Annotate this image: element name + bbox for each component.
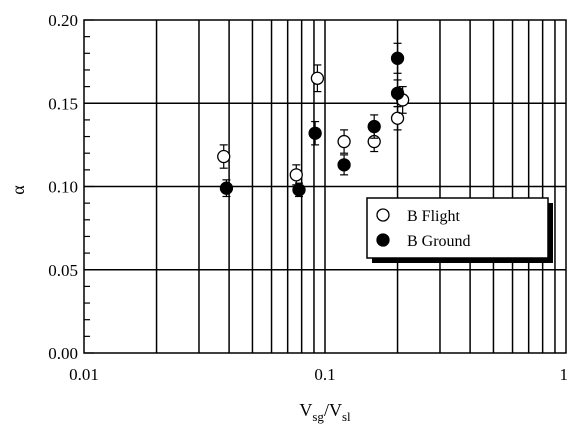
plot-frame — [83, 19, 567, 354]
y-tick-label: 0.05 — [48, 261, 78, 280]
data-point — [390, 111, 405, 125]
x-tick-label: 0.01 — [69, 365, 99, 384]
y-axis-label: α — [8, 185, 28, 195]
minor-ticks — [84, 19, 94, 354]
data-point — [217, 149, 231, 164]
data-point — [308, 126, 322, 140]
x-tick-label: 0.1 — [314, 365, 335, 384]
legend-label-flight: B Flight — [407, 208, 460, 225]
legend: B Flight B Ground — [366, 197, 553, 263]
series-ground — [219, 42, 405, 198]
y-tick-label: 0.15 — [48, 94, 78, 113]
data-point — [390, 51, 405, 65]
x-tick-label: 1 — [560, 365, 568, 384]
legend-box — [366, 197, 549, 259]
data-point — [337, 158, 351, 172]
y-tick-label: 0.00 — [48, 344, 78, 363]
data-point — [337, 134, 351, 149]
x-axis-label-sep: /V — [324, 400, 342, 420]
x-axis-label: Vsg/Vsl — [299, 400, 351, 424]
grid — [84, 20, 566, 353]
x-axis-label-sub2: sl — [342, 409, 351, 424]
data-point — [219, 181, 234, 195]
data-point — [367, 119, 381, 134]
data-point — [390, 86, 405, 100]
x-axis-label-sub1: sg — [312, 409, 324, 424]
legend-marker-ground — [376, 233, 390, 247]
x-tick-labels: 0.01 0.1 1 — [69, 365, 568, 384]
data-point — [289, 168, 303, 182]
data-point — [310, 71, 325, 85]
y-tick-label: 0.20 — [48, 11, 78, 30]
series-layer — [217, 42, 410, 198]
y-tick-label: 0.10 — [48, 178, 78, 197]
data-point — [292, 183, 306, 197]
x-axis-label-v1: V — [299, 400, 312, 420]
legend-label-ground: B Ground — [407, 233, 471, 250]
legend-marker-flight — [376, 208, 390, 222]
y-tick-labels: 0.00 0.05 0.10 0.15 0.20 — [48, 11, 78, 363]
